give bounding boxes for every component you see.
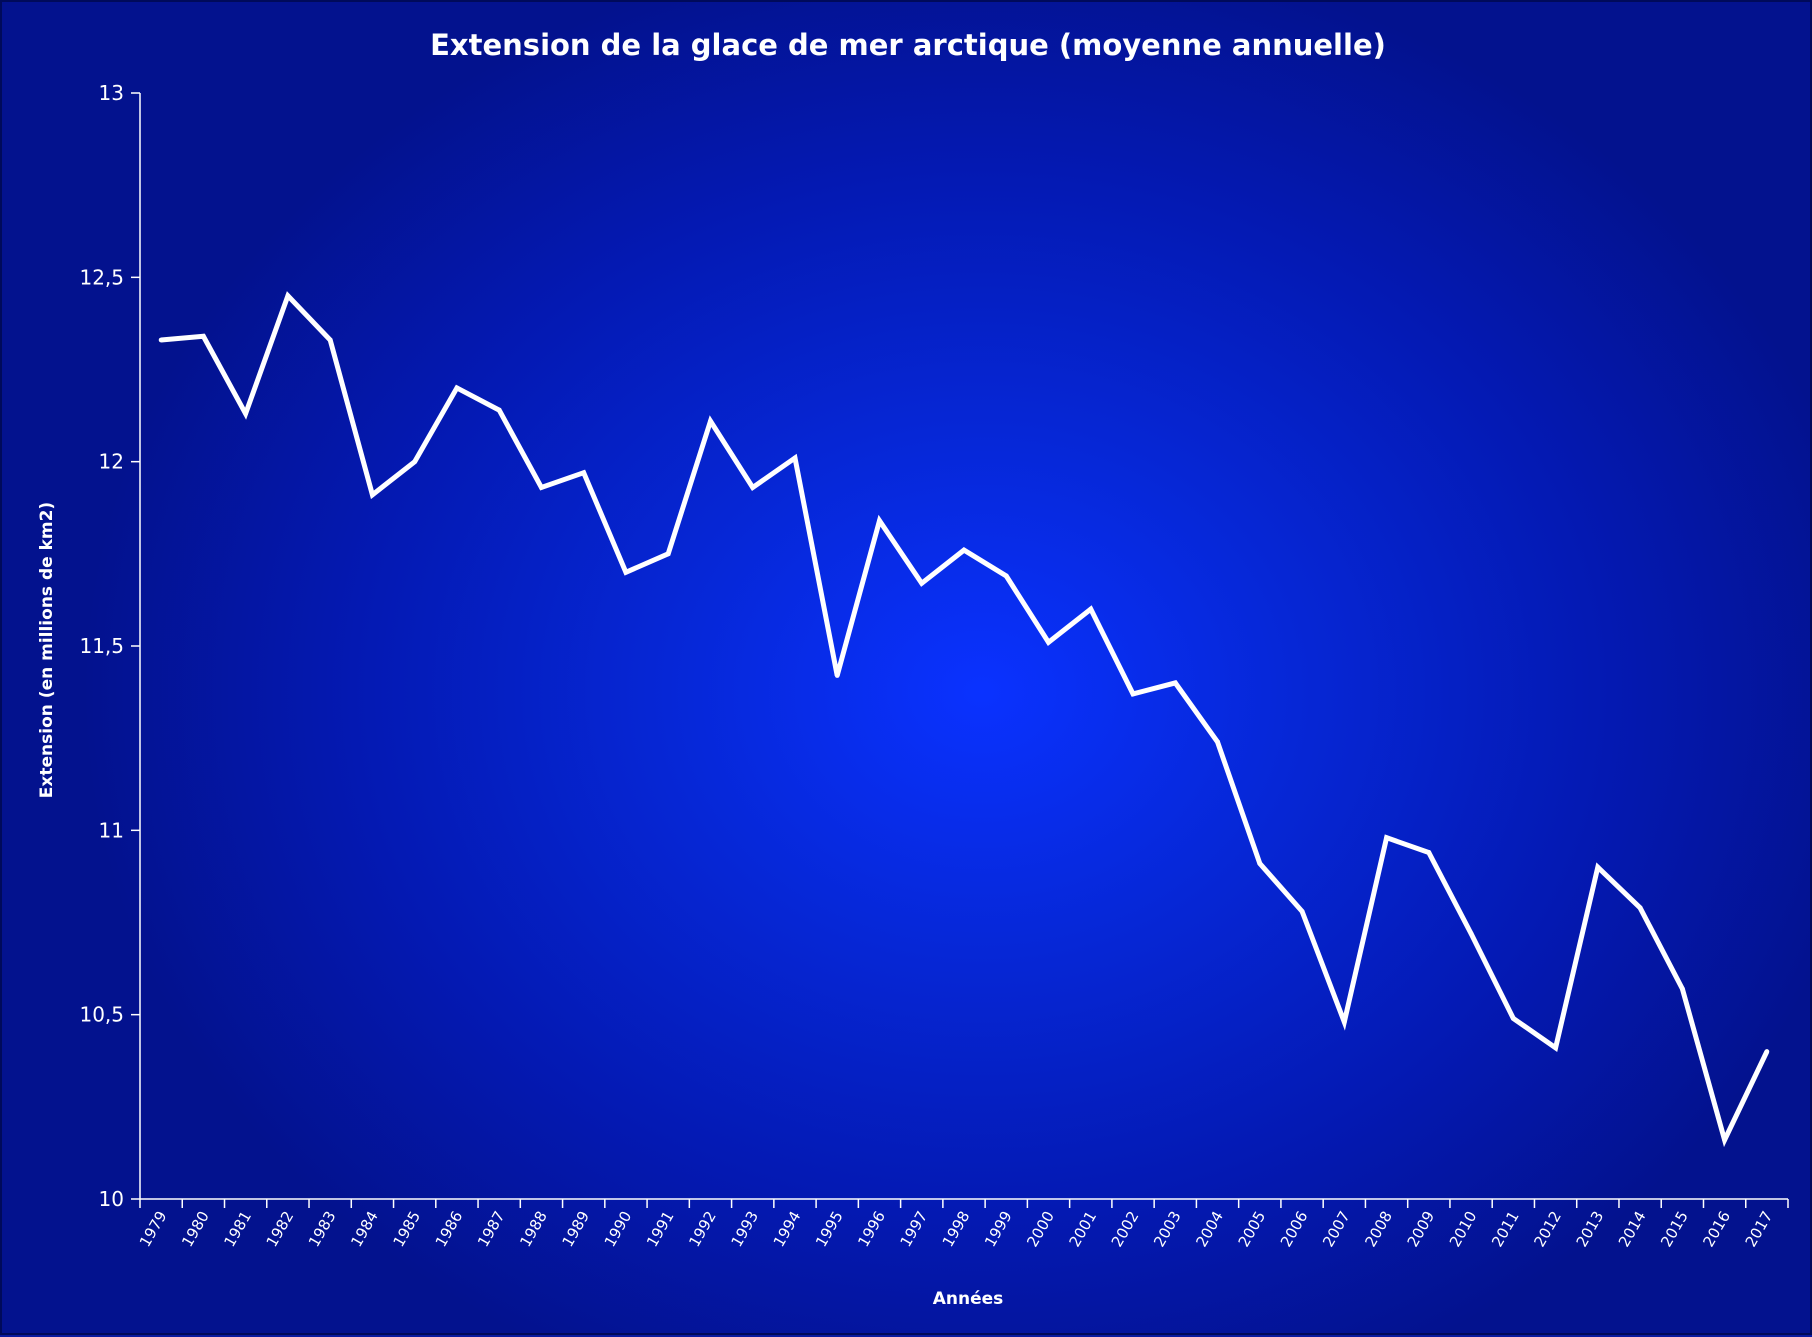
data-point [1384, 835, 1389, 841]
data-point [327, 337, 333, 343]
data-point [285, 293, 291, 299]
data-point [158, 337, 164, 343]
data-point [1341, 1019, 1347, 1025]
data-point [1468, 931, 1474, 936]
x-tick-label: 2013 [1573, 1208, 1608, 1250]
x-tick-label: 2007 [1319, 1208, 1354, 1250]
data-point [961, 547, 967, 553]
data-point [1299, 909, 1305, 914]
data-point [412, 459, 418, 465]
x-axis: 1979 1980 1981 1982 1983 1984 1985 1986 1987 1988… [136, 1198, 1789, 1250]
y-tick-label: 12 [99, 450, 124, 474]
data-point [919, 580, 925, 586]
x-tick-label: 1988 [516, 1208, 551, 1250]
y-tick-label: 13 [99, 81, 124, 105]
data-point [834, 673, 840, 678]
data-point [750, 485, 756, 490]
data-point [1595, 864, 1601, 870]
x-tick-label: 2001 [1066, 1208, 1101, 1250]
data-point [1722, 1137, 1728, 1143]
data-point [1003, 573, 1009, 579]
x-tick-label: 1999 [981, 1208, 1016, 1250]
y-tick-label: 10 [99, 1187, 124, 1211]
series-layer [158, 291, 1770, 1148]
x-tick-label: 1987 [474, 1208, 509, 1250]
y-axis-title: Extension (en millions de km2) [37, 502, 57, 798]
data-point [1130, 691, 1136, 697]
y-tick-label: 12,5 [79, 265, 124, 289]
data-point [243, 411, 249, 417]
x-tick-label: 2005 [1235, 1208, 1270, 1250]
y-axis: 10 10,5 11 11,5 12 12,5 13 [79, 81, 141, 1211]
data-point [1637, 905, 1643, 911]
x-tick-label: 2002 [1108, 1208, 1143, 1250]
data-point [1172, 680, 1178, 686]
y-tick-label: 10,5 [79, 1003, 124, 1027]
x-tick-label: 1990 [601, 1208, 636, 1250]
data-point [1510, 1015, 1516, 1021]
data-point [1426, 850, 1432, 855]
x-tick-label: 2006 [1277, 1208, 1312, 1250]
x-tick-label: 1992 [685, 1208, 720, 1250]
x-tick-label: 1997 [897, 1208, 932, 1250]
series-line [160, 291, 1770, 1148]
x-tick-label: 1986 [432, 1208, 467, 1250]
x-tick-label: 1983 [305, 1208, 340, 1250]
data-point [792, 455, 798, 461]
data-point [1088, 606, 1094, 612]
data-point [496, 407, 502, 413]
x-tick-label: 1995 [812, 1208, 847, 1250]
data-point [1764, 1049, 1770, 1054]
x-tick-label: 1989 [558, 1208, 593, 1250]
x-tick-label: 1982 [263, 1208, 298, 1250]
data-point [877, 518, 882, 524]
data-point [370, 492, 375, 498]
x-tick-label: 2009 [1404, 1208, 1439, 1250]
y-tick-label: 11 [99, 818, 124, 842]
data-point [581, 470, 587, 476]
data-point [708, 418, 713, 424]
x-tick-label: 1996 [854, 1208, 889, 1250]
data-point [665, 551, 671, 557]
x-tick-label: 2015 [1657, 1208, 1692, 1250]
x-tick-label: 1981 [220, 1208, 255, 1250]
data-point [454, 385, 460, 391]
x-tick-label: 1984 [347, 1208, 382, 1250]
data-point [623, 569, 629, 575]
x-tick-label: 1979 [136, 1208, 171, 1250]
x-tick-label: 1998 [939, 1208, 974, 1250]
x-tick-label: 1980 [178, 1208, 213, 1250]
y-tick-label: 11,5 [79, 634, 124, 658]
x-tick-label: 2008 [1361, 1208, 1396, 1250]
x-tick-label: 1994 [770, 1208, 805, 1250]
data-point [1046, 639, 1051, 645]
x-tick-label: 2014 [1615, 1208, 1650, 1250]
data-point [1679, 986, 1685, 992]
x-tick-label: 1985 [389, 1208, 424, 1250]
data-point [200, 333, 206, 339]
data-point [1215, 739, 1220, 745]
x-tick-label: 2010 [1446, 1208, 1481, 1250]
x-tick-label: 2017 [1742, 1208, 1777, 1250]
x-tick-label: 2016 [1699, 1208, 1734, 1250]
x-tick-label: 2003 [1150, 1208, 1185, 1250]
x-tick-label: 2004 [1192, 1208, 1227, 1250]
x-tick-label: 1991 [643, 1208, 678, 1250]
x-axis-title: Années [933, 1289, 1004, 1309]
data-point [1553, 1045, 1558, 1051]
data-point [1257, 861, 1263, 866]
x-tick-label: 2011 [1488, 1208, 1523, 1250]
chart-title: Extension de la glace de mer arctique (m… [430, 28, 1386, 62]
x-tick-label: 2012 [1530, 1208, 1565, 1250]
x-tick-label: 1993 [727, 1208, 762, 1250]
data-point [539, 485, 544, 490]
x-tick-label: 2000 [1023, 1208, 1058, 1250]
